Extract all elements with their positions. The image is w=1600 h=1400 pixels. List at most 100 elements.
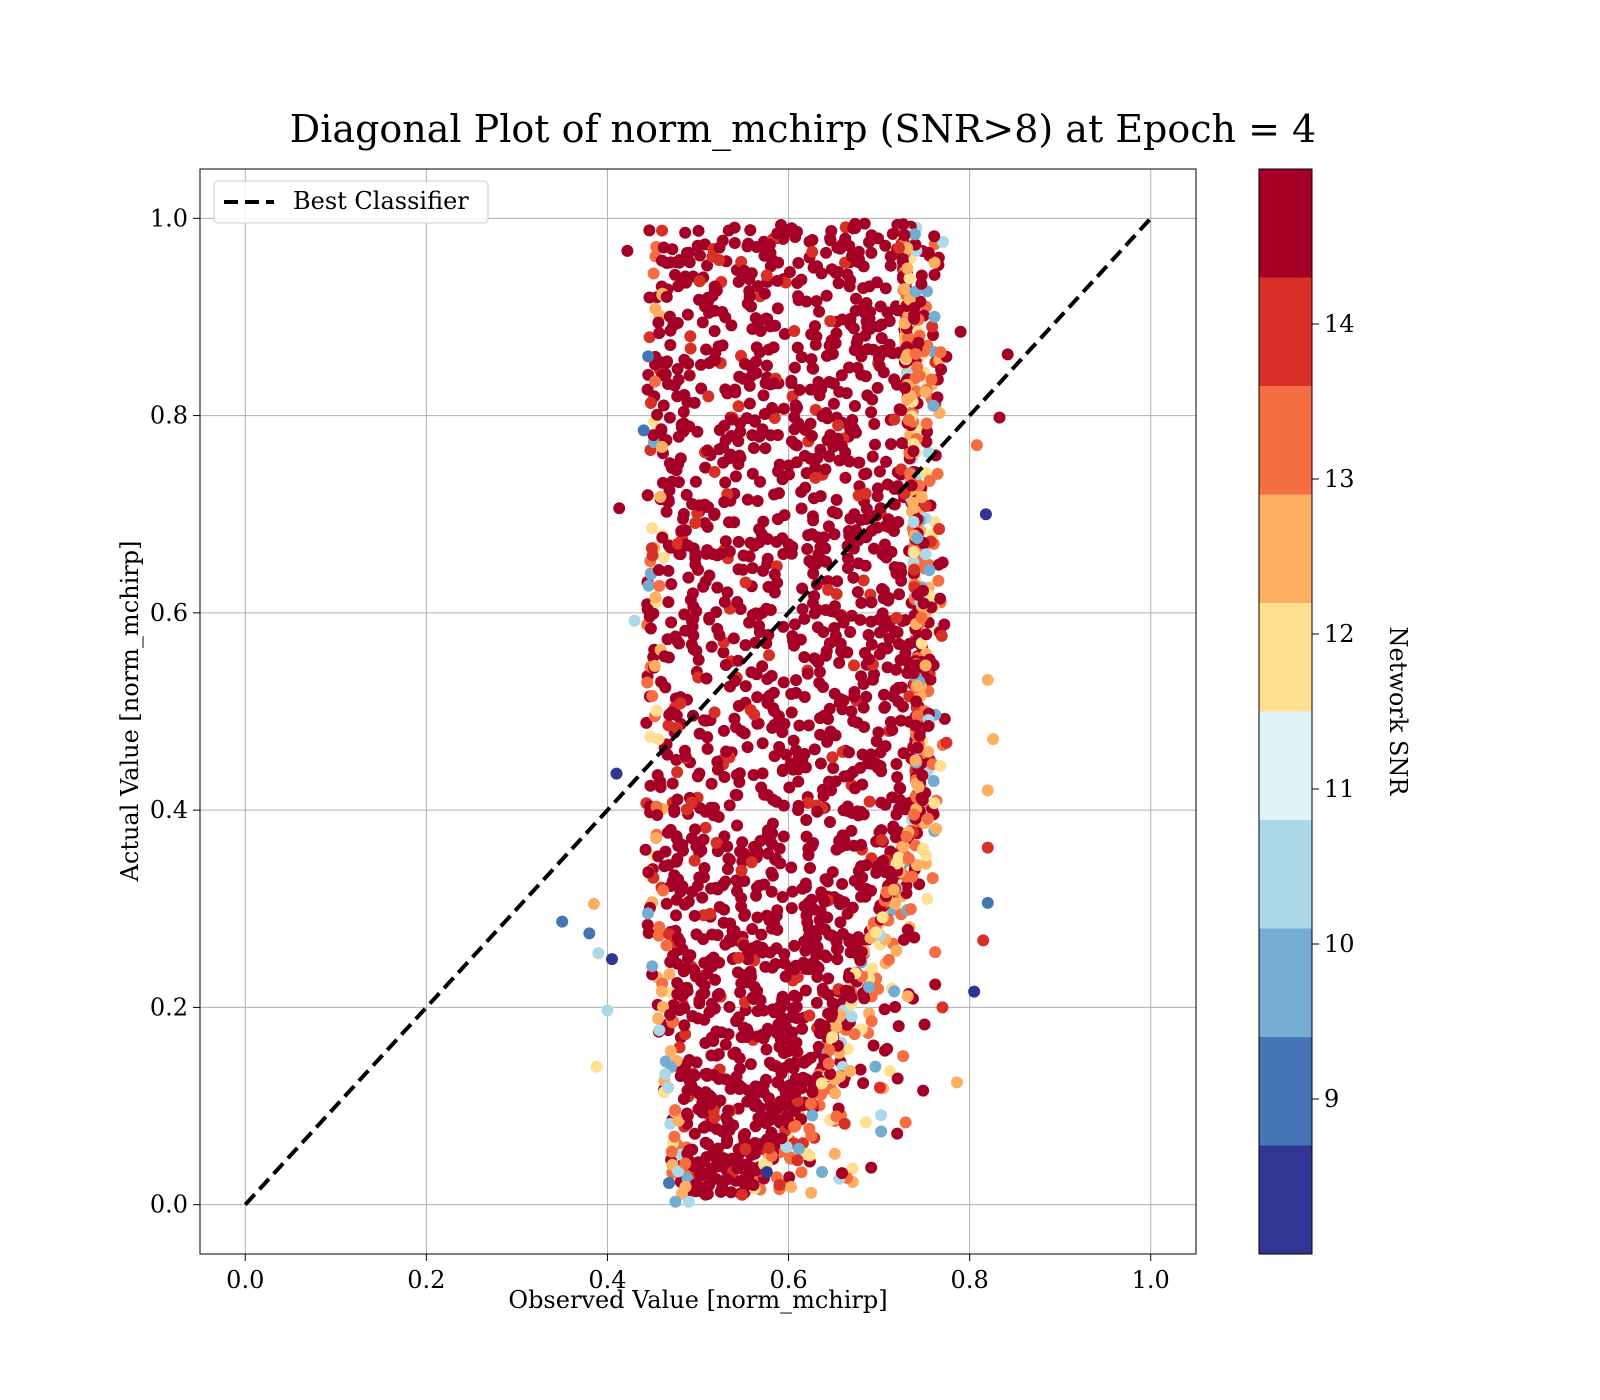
scatter-point (863, 981, 876, 994)
scatter-point (704, 801, 717, 814)
scatter-point (831, 432, 844, 445)
colorbar-level (1259, 1037, 1312, 1146)
scatter-point (822, 972, 835, 985)
scatter-point (805, 353, 818, 366)
scatter-point (697, 580, 710, 593)
scatter-point (758, 878, 771, 891)
scatter-point (829, 266, 842, 279)
scatter-point (711, 581, 724, 594)
scatter-point (817, 789, 830, 802)
scatter-point (865, 962, 878, 975)
scatter-point (805, 429, 818, 442)
scatter-point (875, 1125, 888, 1138)
scatter-point (723, 516, 736, 529)
scatter-point (879, 282, 892, 295)
scatter-point (909, 347, 922, 360)
scatter-point (801, 542, 814, 555)
scatter-point (761, 847, 774, 860)
scatter-point (858, 299, 871, 312)
scatter-point (670, 909, 683, 922)
scatter-point (814, 905, 827, 918)
scatter-point (760, 359, 773, 372)
scatter-point (851, 361, 864, 374)
scatter-point (755, 1114, 768, 1127)
scatter-point (713, 1073, 726, 1086)
scatter-point (848, 1028, 861, 1041)
scatter-point (883, 521, 896, 534)
scatter-point (809, 338, 822, 351)
scatter-point (747, 1179, 760, 1192)
scatter-point (652, 316, 665, 329)
scatter-point (880, 455, 893, 468)
scatter-point (642, 866, 655, 879)
colorbar-tick-label: 9 (1324, 1085, 1339, 1113)
scatter-point (686, 1010, 699, 1023)
scatter-point (812, 376, 825, 389)
scatter-point (732, 458, 745, 471)
scatter-point (583, 927, 596, 940)
scatter-point (930, 822, 943, 835)
scatter-point (670, 830, 683, 843)
scatter-point (897, 1050, 910, 1063)
scatter-point (698, 861, 711, 874)
scatter-point (778, 327, 791, 340)
scatter-point (691, 239, 704, 252)
scatter-point (698, 517, 711, 530)
scatter-point (677, 512, 690, 525)
scatter-point (791, 276, 804, 289)
scatter-point (834, 840, 847, 853)
best-classifier-line (243, 216, 1153, 1207)
colorbar-level (1259, 820, 1312, 929)
scatter-point (651, 408, 664, 421)
scatter-point (783, 1171, 796, 1184)
scatter-point (690, 644, 703, 657)
scatter-point (657, 551, 670, 564)
scatter-point (788, 939, 801, 952)
scatter-point (815, 886, 828, 899)
scatter-point (703, 357, 716, 370)
x-axis-label: Observed Value [norm_mchirp] (508, 1286, 887, 1314)
scatter-point (791, 1094, 804, 1107)
scatter-point (926, 872, 939, 885)
scatter-point (737, 939, 750, 952)
scatter-point (865, 757, 878, 770)
scatter-point (655, 254, 668, 267)
scatter-point (661, 633, 674, 646)
scatter-point (816, 982, 829, 995)
scatter-point (911, 741, 924, 754)
scatter-point (922, 745, 935, 758)
scatter-point (854, 954, 867, 967)
scatter-point (873, 1081, 886, 1094)
scatter-point (866, 393, 879, 406)
scatter-point (798, 651, 811, 664)
x-axis-ticks: 0.0 0.2 0.4 0.6 0.8 1.0 (226, 1254, 1170, 1294)
scatter-point (783, 266, 796, 279)
scatter-point (875, 1109, 888, 1122)
scatter-point (844, 625, 857, 638)
scatter-point (792, 775, 805, 788)
scatter-point (736, 563, 749, 576)
scatter-point (809, 461, 822, 474)
scatter-point (675, 525, 688, 538)
scatter-point (713, 443, 726, 456)
scatter-point (706, 250, 719, 263)
scatter-point (719, 535, 732, 548)
scatter-point (922, 720, 935, 733)
scatter-point (906, 496, 919, 509)
scatter-point (649, 375, 662, 388)
scatter-point (901, 923, 914, 936)
scatter-point (892, 851, 905, 864)
scatter-point (669, 1104, 682, 1117)
scatter-point (870, 926, 883, 939)
scatter-point (708, 507, 721, 520)
scatter-point (792, 256, 805, 269)
scatter-point (920, 417, 933, 430)
scatter-point (897, 840, 910, 853)
scatter-point (672, 476, 685, 489)
scatter-point (842, 985, 855, 998)
scatter-point (728, 383, 741, 396)
scatter-point (742, 1084, 755, 1097)
scatter-point (669, 268, 682, 281)
scatter-point (745, 970, 758, 983)
scatter-point (865, 596, 878, 609)
